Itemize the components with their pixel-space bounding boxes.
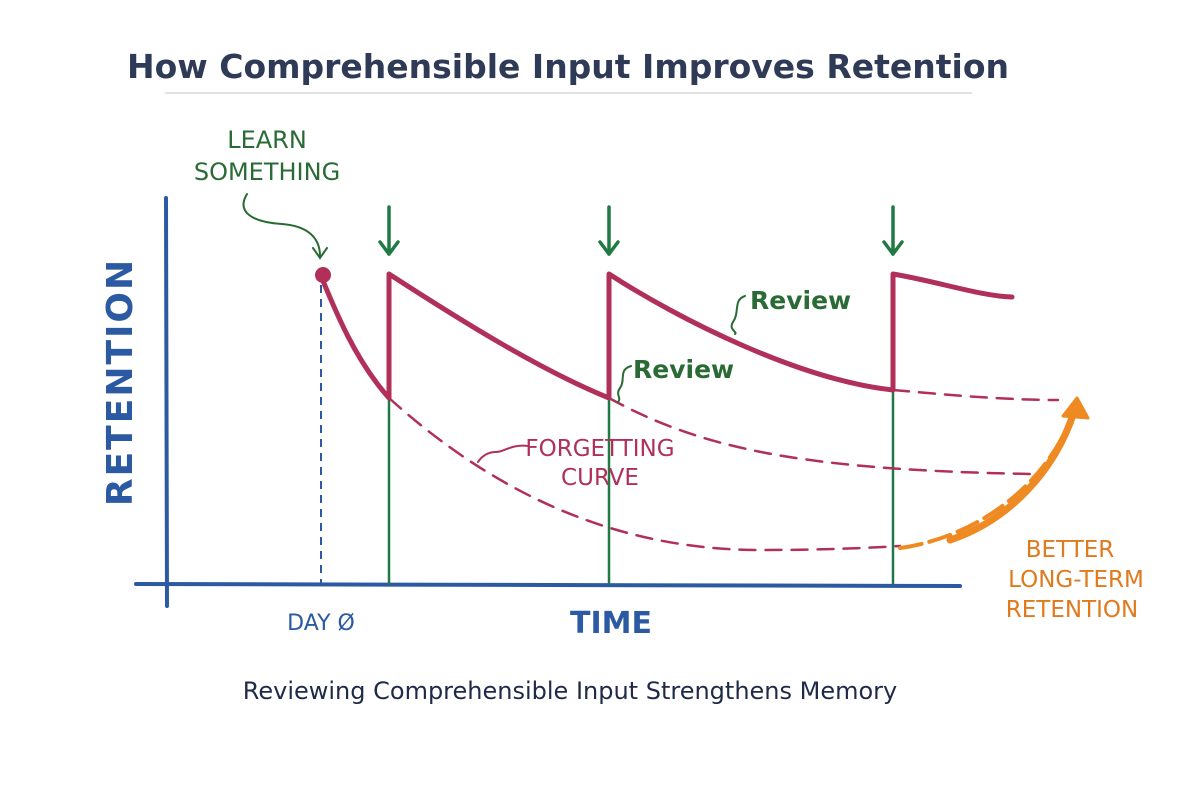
diagram-caption: Reviewing Comprehensible Input Strengthe… [243,677,898,705]
better-retention-label-line3: Retention [1006,597,1138,623]
better-retention-label-line2: Long-Term [1008,567,1144,593]
y-axis [164,196,169,608]
better-retention-label-line1: Better [1026,537,1115,563]
forgetting-curves [387,388,1060,552]
forgetting-curve-label-line1: Forgetting [525,436,674,462]
review-label-lower: Review [633,355,734,384]
review-arrow-3-icon [882,205,904,256]
forgetting-pointer [477,444,529,463]
forgetting-curve-third [891,388,1060,402]
forgetting-curve-second [607,396,1034,476]
review-arrows [378,205,904,256]
review-arrow-1-icon [378,205,400,256]
learn-label-line1: Learn [227,126,307,154]
y-axis-label: Retention [100,258,141,506]
learn-pointer-icon [242,193,328,260]
retention-curve [318,271,1015,401]
page-title: How Comprehensible Input Improves Retent… [127,47,1009,86]
review-upper-squiggle [730,295,746,335]
learn-point [315,267,331,283]
day-zero-tick-label: Day Ø [287,611,355,636]
review-lower-squiggle [617,365,632,403]
axes [134,196,962,608]
review-arrow-2-icon [598,205,620,256]
x-axis-label: Time [570,606,652,641]
improvement-arrow-icon [898,396,1090,550]
x-axis [134,582,962,588]
forgetting-curve-main [387,396,902,552]
learn-label-line2: Something [194,158,340,186]
review-label-upper: Review [750,286,851,315]
forgetting-curve-label-line2: Curve [561,465,639,491]
